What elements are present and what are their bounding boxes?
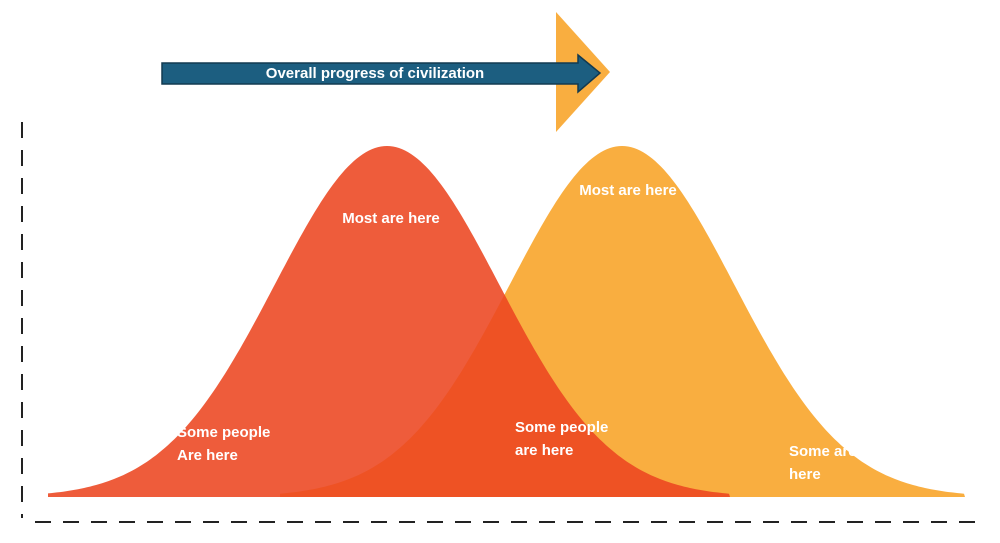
peak-label: Most are here bbox=[579, 182, 677, 199]
tail-label: Some are bbox=[789, 443, 857, 460]
arrow-label: Overall progress of civilization bbox=[266, 65, 484, 82]
tail-label: Are here bbox=[177, 447, 238, 464]
peak-label: Most are here bbox=[342, 210, 440, 227]
tail-label: are here bbox=[515, 442, 573, 459]
arrow-blue bbox=[161, 53, 602, 94]
tail-label: Some people bbox=[177, 424, 270, 441]
tail-label: Some people bbox=[515, 419, 608, 436]
bell-curve-red bbox=[48, 146, 730, 497]
curves bbox=[48, 146, 965, 497]
tail-label: here bbox=[789, 466, 821, 483]
